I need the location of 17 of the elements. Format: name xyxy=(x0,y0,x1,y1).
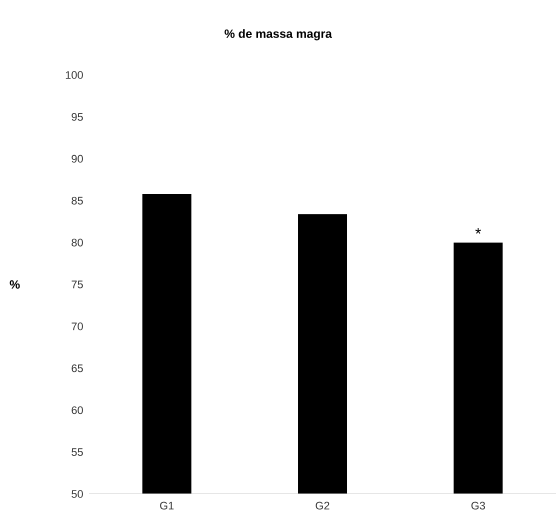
x-tick-label: G2 xyxy=(316,502,330,510)
y-tick-label: 65 xyxy=(72,364,83,372)
y-tick-label: 70 xyxy=(72,322,83,330)
chart-title: % de massa magra xyxy=(224,29,332,40)
y-tick-label: 100 xyxy=(66,71,83,79)
y-tick-label: 95 xyxy=(72,113,83,121)
y-tick-label: 50 xyxy=(72,490,83,498)
y-tick-label: 55 xyxy=(72,448,83,456)
y-tick-label: 75 xyxy=(72,280,83,288)
y-tick-label: 85 xyxy=(72,196,83,205)
y-tick-label: 60 xyxy=(72,406,83,414)
y-tick-label: 90 xyxy=(72,154,83,163)
y-tick-label: 80 xyxy=(72,238,83,246)
y-axis-title: % xyxy=(10,280,20,289)
x-tick-label: G1 xyxy=(160,502,174,510)
annotation: * xyxy=(475,228,482,234)
x-tick-label: G3 xyxy=(471,502,485,510)
